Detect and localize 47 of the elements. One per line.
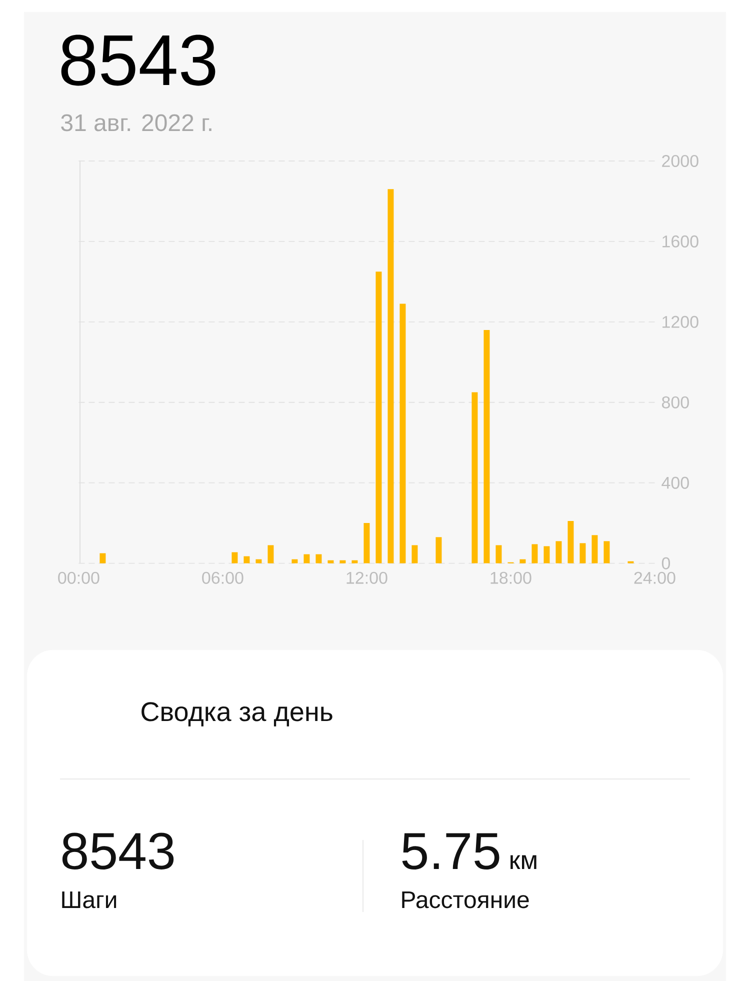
bar	[316, 554, 322, 564]
bar	[304, 554, 310, 564]
bar	[292, 559, 298, 564]
bar	[100, 553, 106, 564]
text: Расстояние	[402, 891, 529, 908]
bar	[472, 392, 478, 564]
bar	[400, 304, 406, 564]
bar	[496, 545, 502, 564]
bar	[328, 560, 334, 564]
bar	[532, 544, 538, 564]
y-tick-label: 800	[662, 396, 689, 408]
bar	[352, 560, 358, 564]
bar	[256, 559, 262, 564]
bar	[268, 545, 274, 564]
bar	[544, 546, 550, 564]
text: Шаги	[62, 891, 116, 908]
x-tick-label: 24:00	[634, 572, 676, 584]
y-tick-label: 400	[662, 476, 689, 489]
bar	[364, 523, 370, 564]
bar	[604, 541, 610, 564]
text: Сводка за день	[142, 702, 332, 726]
bar	[232, 552, 238, 564]
bar	[388, 189, 394, 564]
text: 5.75	[402, 833, 500, 870]
text: км	[510, 855, 536, 869]
bar	[580, 543, 586, 564]
bar	[568, 521, 574, 564]
bar	[556, 541, 562, 564]
x-tick-label: 06:00	[202, 572, 244, 584]
bar	[520, 559, 526, 564]
bar	[592, 535, 598, 564]
x-tick-label: 18:00	[490, 572, 532, 584]
y-tick-label: 1600	[662, 235, 698, 248]
y-tick-label: 1200	[662, 316, 698, 328]
x-tick-label: 00:00	[58, 572, 100, 584]
x-tick-label: 12:00	[346, 572, 388, 584]
chart-subtitle: 31 авг. 2022 г.	[61, 114, 212, 132]
chart-title: 8543	[61, 34, 216, 86]
bar	[484, 330, 490, 564]
bar	[340, 560, 346, 564]
bar	[436, 537, 442, 564]
bar	[412, 545, 418, 564]
y-tick-label: 2000	[662, 154, 698, 168]
y-tick-label: 0	[662, 557, 670, 570]
bar	[244, 556, 250, 564]
bar	[376, 272, 382, 564]
text: 8543	[62, 832, 174, 870]
